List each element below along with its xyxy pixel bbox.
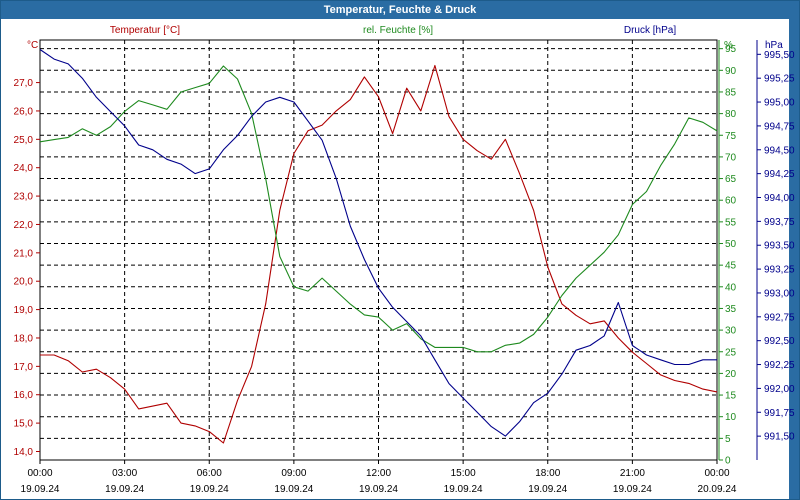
temperature-tick-label: 14,0 xyxy=(14,447,34,458)
temperature-tick-label: 17,0 xyxy=(14,362,34,373)
x-tick-time: 03:00 xyxy=(112,468,137,479)
pressure-tick-label: 995,00 xyxy=(764,98,795,109)
humidity-unit-label: % xyxy=(724,40,733,51)
humidity-tick-label: 65 xyxy=(725,174,737,185)
temperature-tick-label: 16,0 xyxy=(14,390,34,401)
humidity-tick-label: 95 xyxy=(725,44,737,55)
x-tick-date: 19.09.24 xyxy=(105,484,144,495)
x-tick-date: 20.09.24 xyxy=(698,484,737,495)
pressure-tick-label: 994,00 xyxy=(764,193,795,204)
x-tick-date: 19.09.24 xyxy=(274,484,313,495)
window-right-border xyxy=(789,19,799,499)
x-tick-date: 19.09.24 xyxy=(190,484,229,495)
humidity-tick-label: 85 xyxy=(725,87,737,98)
humidity-tick-label: 55 xyxy=(725,217,737,228)
temperature-tick-label: 24,0 xyxy=(14,163,34,174)
pressure-tick-label: 991,50 xyxy=(764,432,795,443)
temperature-series-line xyxy=(40,64,718,444)
temperature-tick-label: 21,0 xyxy=(14,248,34,259)
temperature-tick-label: 22,0 xyxy=(14,220,34,231)
pressure-tick-label: 993,50 xyxy=(764,241,795,252)
humidity-tick-label: 10 xyxy=(725,412,737,423)
humidity-tick-label: 45 xyxy=(725,261,737,272)
temperature-tick-label: 19,0 xyxy=(14,305,34,316)
humidity-tick-label: 90 xyxy=(725,66,737,77)
grid xyxy=(40,40,717,460)
x-tick-time: 00:00 xyxy=(704,468,729,479)
x-tick-time: 21:00 xyxy=(620,468,645,479)
temperature-tick-label: 20,0 xyxy=(14,277,34,288)
humidity-axis-title: rel. Feuchte [%] xyxy=(363,25,433,36)
axis-ticks: 00:00 19.09.24 03:00 19.09.24 06:00 19.09.24 0… xyxy=(14,44,795,495)
series-lines xyxy=(39,49,718,444)
x-tick-time: 18:00 xyxy=(535,468,560,479)
x-tick-date: 19.09.24 xyxy=(21,484,60,495)
x-tick-time: 09:00 xyxy=(281,468,306,479)
window-title: Temperatur, Feuchte & Druck xyxy=(1,1,799,19)
pressure-unit-label: hPa xyxy=(765,40,783,51)
humidity-tick-label: 30 xyxy=(725,326,737,337)
x-tick-time: 12:00 xyxy=(366,468,391,479)
pressure-tick-label: 992,00 xyxy=(764,384,795,395)
pressure-axis-title: Druck [hPa] xyxy=(624,25,676,36)
humidity-tick-label: 35 xyxy=(725,304,737,315)
temperature-tick-label: 26,0 xyxy=(14,106,34,117)
pressure-tick-label: 994,75 xyxy=(764,121,795,132)
x-tick-date: 19.09.24 xyxy=(528,484,567,495)
humidity-tick-label: 80 xyxy=(725,109,737,120)
temperature-tick-label: 23,0 xyxy=(14,192,34,203)
temperature-axis-title: Temperatur [°C] xyxy=(110,25,180,36)
humidity-tick-label: 15 xyxy=(725,391,737,402)
humidity-tick-label: 25 xyxy=(725,347,737,358)
pressure-tick-label: 994,25 xyxy=(764,169,795,180)
x-tick-date: 19.09.24 xyxy=(613,484,652,495)
temperature-tick-label: 18,0 xyxy=(14,333,34,344)
x-tick-time: 15:00 xyxy=(451,468,476,479)
humidity-tick-label: 50 xyxy=(725,239,737,250)
pressure-tick-label: 992,50 xyxy=(764,336,795,347)
x-tick-date: 19.09.24 xyxy=(444,484,483,495)
humidity-tick-label: 60 xyxy=(725,196,737,207)
pressure-tick-label: 995,25 xyxy=(764,74,795,85)
x-tick-time: 06:00 xyxy=(197,468,222,479)
humidity-tick-label: 70 xyxy=(725,152,737,163)
pressure-tick-label: 993,25 xyxy=(764,265,795,276)
temperature-tick-label: 15,0 xyxy=(14,419,34,430)
pressure-tick-label: 995,50 xyxy=(764,50,795,61)
pressure-tick-label: 994,50 xyxy=(764,145,795,156)
humidity-tick-label: 0 xyxy=(725,456,731,467)
pressure-series-line xyxy=(39,49,717,437)
temperature-unit-label: °C xyxy=(27,40,38,51)
humidity-tick-label: 5 xyxy=(725,434,731,445)
humidity-tick-label: 75 xyxy=(725,131,737,142)
temperature-tick-label: 27,0 xyxy=(14,78,34,89)
pressure-tick-label: 991,75 xyxy=(764,408,795,419)
humidity-tick-label: 20 xyxy=(725,369,737,380)
x-tick-date: 19.09.24 xyxy=(359,484,398,495)
x-tick-time: 00:00 xyxy=(27,468,52,479)
pressure-tick-label: 992,25 xyxy=(764,360,795,371)
temperature-tick-label: 25,0 xyxy=(14,135,34,146)
pressure-tick-label: 993,75 xyxy=(764,217,795,228)
pressure-tick-label: 992,75 xyxy=(764,312,795,323)
humidity-series-line xyxy=(39,65,718,353)
humidity-tick-label: 40 xyxy=(725,282,737,293)
pressure-tick-label: 993,00 xyxy=(764,288,795,299)
